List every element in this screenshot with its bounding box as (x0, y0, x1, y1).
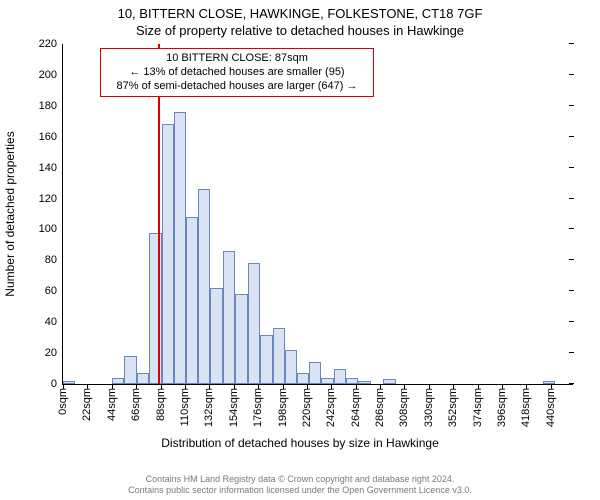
histogram-bar (309, 362, 321, 384)
y-tick-label: 60 (45, 285, 63, 297)
x-tick-label: 154sqm (228, 384, 240, 427)
x-tick-label: 132sqm (203, 384, 215, 427)
y-tick-label: 120 (39, 193, 63, 205)
y-tick-label: 20 (45, 347, 63, 359)
y-tick-mark (569, 259, 574, 260)
x-tick-label: 88sqm (155, 384, 167, 421)
y-tick-mark (569, 352, 574, 353)
histogram-bar (186, 217, 198, 384)
histogram-bar (235, 294, 248, 384)
y-tick-label: 140 (39, 162, 63, 174)
x-tick-label: 308sqm (398, 384, 410, 427)
x-tick-label: 220sqm (301, 384, 313, 427)
histogram-bar (210, 288, 222, 384)
histogram-bar (543, 381, 555, 384)
histogram-bar (383, 379, 395, 384)
histogram-bar (285, 350, 297, 384)
y-axis-label: Number of detached properties (3, 131, 17, 296)
y-tick-mark (569, 228, 574, 229)
histogram-bar (358, 381, 371, 384)
histogram-bar (297, 373, 309, 384)
y-tick-label: 80 (45, 254, 63, 266)
histogram-bar (321, 378, 333, 384)
title-sub: Size of property relative to detached ho… (0, 21, 600, 38)
x-tick-label: 22sqm (81, 384, 93, 421)
y-tick-label: 40 (45, 316, 63, 328)
histogram-bar (248, 263, 260, 384)
x-tick-label: 242sqm (325, 384, 337, 427)
y-tick-mark (569, 198, 574, 199)
y-tick-mark (569, 290, 574, 291)
x-tick-label: 44sqm (106, 384, 118, 421)
x-tick-label: 0sqm (57, 384, 69, 415)
x-tick-label: 440sqm (545, 384, 557, 427)
y-tick-label: 200 (39, 69, 63, 81)
histogram-bar (137, 373, 149, 384)
histogram-bar (162, 124, 174, 384)
histogram-bar (346, 378, 358, 384)
y-tick-mark (569, 74, 574, 75)
y-tick-mark (569, 43, 574, 44)
footer: Contains HM Land Registry data © Crown c… (0, 474, 600, 496)
x-tick-label: 418sqm (520, 384, 532, 427)
x-tick-label: 330sqm (423, 384, 435, 427)
histogram-bar (124, 356, 137, 384)
y-tick-label: 100 (39, 223, 63, 235)
y-tick-mark (569, 167, 574, 168)
annotation-line1: 10 BITTERN CLOSE: 87sqm (107, 52, 367, 66)
x-tick-label: 198sqm (277, 384, 289, 427)
y-tick-mark (569, 136, 574, 137)
x-tick-label: 352sqm (447, 384, 459, 427)
x-tick-label: 264sqm (350, 384, 362, 427)
y-tick-mark (569, 383, 574, 384)
y-tick-label: 180 (39, 100, 63, 112)
histogram-bar (260, 335, 272, 384)
x-tick-label: 110sqm (179, 384, 191, 426)
annotation-line2: ← 13% of detached houses are smaller (95… (107, 66, 367, 80)
annotation-box: 10 BITTERN CLOSE: 87sqm ← 13% of detache… (100, 48, 374, 97)
x-tick-label: 176sqm (252, 384, 264, 427)
x-tick-label: 374sqm (472, 384, 484, 427)
y-tick-mark (569, 105, 574, 106)
x-axis-label: Distribution of detached houses by size … (0, 436, 600, 450)
histogram-bar (112, 378, 124, 384)
y-tick-label: 220 (39, 38, 63, 50)
y-tick-mark (569, 321, 574, 322)
annotation-line3: 87% of semi-detached houses are larger (… (107, 80, 367, 94)
footer-line2: Contains public sector information licen… (0, 485, 600, 496)
x-tick-label: 286sqm (374, 384, 386, 427)
histogram-bar (223, 251, 235, 384)
histogram-bar (334, 369, 346, 384)
x-tick-label: 66sqm (130, 384, 142, 421)
histogram-bar (174, 112, 186, 384)
histogram-bar (63, 381, 75, 384)
histogram-bar (198, 189, 210, 384)
y-tick-label: 160 (39, 131, 63, 143)
chart-container: 10, BITTERN CLOSE, HAWKINGE, FOLKESTONE,… (0, 0, 600, 500)
footer-line1: Contains HM Land Registry data © Crown c… (0, 474, 600, 485)
histogram-bar (273, 328, 285, 384)
x-tick-label: 396sqm (496, 384, 508, 427)
title-main: 10, BITTERN CLOSE, HAWKINGE, FOLKESTONE,… (0, 0, 600, 21)
